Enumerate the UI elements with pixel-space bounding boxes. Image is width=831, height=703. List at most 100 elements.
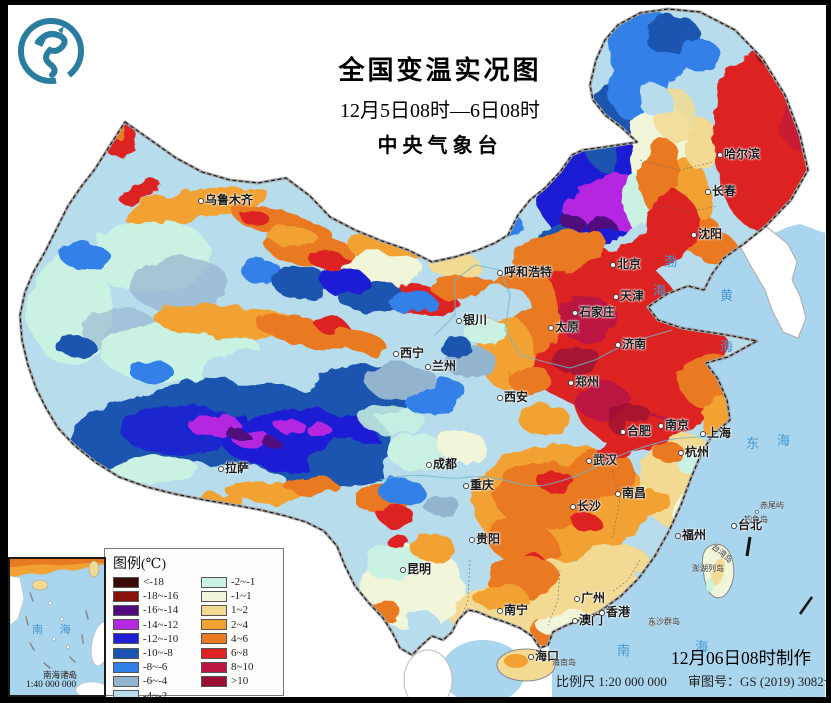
city-label: 呼和浩特: [497, 266, 552, 279]
legend-item: -12~-10: [113, 632, 201, 646]
frame-edge: [0, 0, 831, 5]
city-label: 哈尔滨: [717, 148, 760, 161]
city-dot: [615, 342, 621, 349]
legend-swatch: [201, 590, 227, 602]
island-label: 海南岛: [552, 658, 576, 667]
city-dot: [425, 364, 431, 371]
legend-title: 图例(℃): [113, 557, 166, 572]
city-dot: [570, 504, 576, 511]
city-dot: [705, 189, 711, 196]
city-label: 银川: [456, 314, 487, 327]
legend-swatch: [201, 675, 227, 687]
city-label: 西安: [497, 391, 528, 404]
city-dot: [572, 310, 578, 317]
city-dot: [574, 596, 580, 603]
city-dot: [678, 450, 684, 457]
city-label: 杭州: [678, 446, 709, 459]
city-dot: [497, 395, 503, 402]
page-title: 全国变温实况图: [338, 56, 542, 85]
legend-swatch: [113, 633, 139, 645]
yellow-river: [434, 264, 673, 369]
sea-label-nanhai: 海: [695, 639, 709, 654]
legend-item: -16~-14: [113, 603, 201, 617]
city-dot: [497, 608, 503, 615]
sea-label-nanhai: 南: [617, 643, 631, 658]
city-label: 成都: [426, 458, 457, 471]
city-dot: [572, 618, 578, 625]
legend-item: 8~10: [201, 660, 255, 674]
city-dot: [675, 533, 681, 540]
city-label: 沈阳: [691, 228, 722, 241]
dongsha-islet: [649, 621, 655, 627]
province-borders: [455, 159, 717, 633]
legend-item: 1~2: [201, 603, 255, 617]
city-dot: [599, 610, 605, 617]
island-label: 钓鱼岛: [744, 515, 768, 524]
frame-edge: [0, 0, 8, 703]
legend-item: -18~-16: [113, 589, 201, 603]
city-label: 澳门: [572, 614, 603, 627]
inset-sea-label: 南 海: [32, 624, 78, 636]
city-label: 南宁: [497, 604, 528, 617]
legend-item: 6~8: [201, 646, 255, 660]
city-dot: [620, 429, 626, 436]
yangtze-river: [379, 435, 713, 487]
city-label: 太原: [548, 321, 579, 334]
vietnam-land: [403, 649, 453, 703]
sea-label-donghai: 东: [746, 436, 760, 451]
city-dot: [615, 491, 621, 498]
korea-land: [740, 220, 807, 339]
city-label: 北京: [610, 258, 641, 271]
south-china-sea-inset: 南 海 南海诸岛 1:40 000 000: [8, 557, 106, 697]
city-dot: [548, 325, 554, 332]
sea-label-huanghai: 海: [720, 339, 734, 354]
city-dot: [426, 462, 432, 469]
city-dot: [497, 270, 503, 277]
legend-swatch: [201, 633, 227, 645]
legend: 图例(℃) <-18 -18~-16 -16~-14 -14~-12 -12~-…: [104, 548, 284, 702]
city-dot: [691, 232, 697, 239]
city-dot: [717, 152, 723, 159]
legend-item: 2~4: [201, 618, 255, 632]
sea-label-huanghai: 黄: [720, 288, 734, 303]
city-dot: [218, 466, 224, 473]
legend-swatch: [113, 675, 139, 687]
legend-swatch: [113, 619, 139, 631]
city-label: 昆明: [400, 563, 431, 576]
china-border: [19, 8, 809, 656]
city-label: 海口: [528, 650, 559, 663]
inset-caption: 南海诸岛: [43, 670, 78, 680]
legend-item: -8~-6: [113, 660, 201, 674]
city-dot: [568, 380, 574, 387]
city-dot: [469, 537, 475, 544]
legend-swatch: [113, 604, 139, 616]
map-scale: 比例尺 1:20 000 000: [556, 674, 667, 689]
legend-swatch: [201, 619, 227, 631]
sea-label-donghai: 海: [777, 433, 791, 448]
city-dot: [658, 423, 664, 430]
sea-label-bohai: 海: [653, 283, 667, 298]
legend-swatch: [113, 661, 139, 673]
city-dot: [456, 318, 462, 325]
approval-number: 审图号：GS (2019) 3082号: [688, 674, 831, 689]
city-dot: [586, 458, 592, 465]
legend-item: -6~-4: [113, 674, 201, 688]
legend-swatch: [113, 576, 139, 588]
city-label: 上海: [700, 427, 731, 440]
city-label: 长春: [705, 185, 736, 198]
frame-edge: [826, 0, 831, 703]
agency-name: 中央气象台: [377, 135, 503, 157]
city-label: 贵阳: [469, 533, 500, 546]
city-label: 福州: [675, 529, 706, 542]
city-label: 香港: [599, 606, 630, 619]
city-dot: [528, 654, 534, 661]
legend-swatch: [201, 576, 227, 588]
city-label: 长沙: [570, 500, 601, 513]
production-time: 12月06日08时制作: [671, 648, 811, 668]
city-label: 济南: [615, 338, 646, 351]
city-label: 南昌: [615, 487, 646, 500]
city-dot: [610, 262, 616, 269]
city-label: 石家庄: [572, 306, 615, 319]
city-label: 乌鲁木齐: [198, 194, 253, 207]
